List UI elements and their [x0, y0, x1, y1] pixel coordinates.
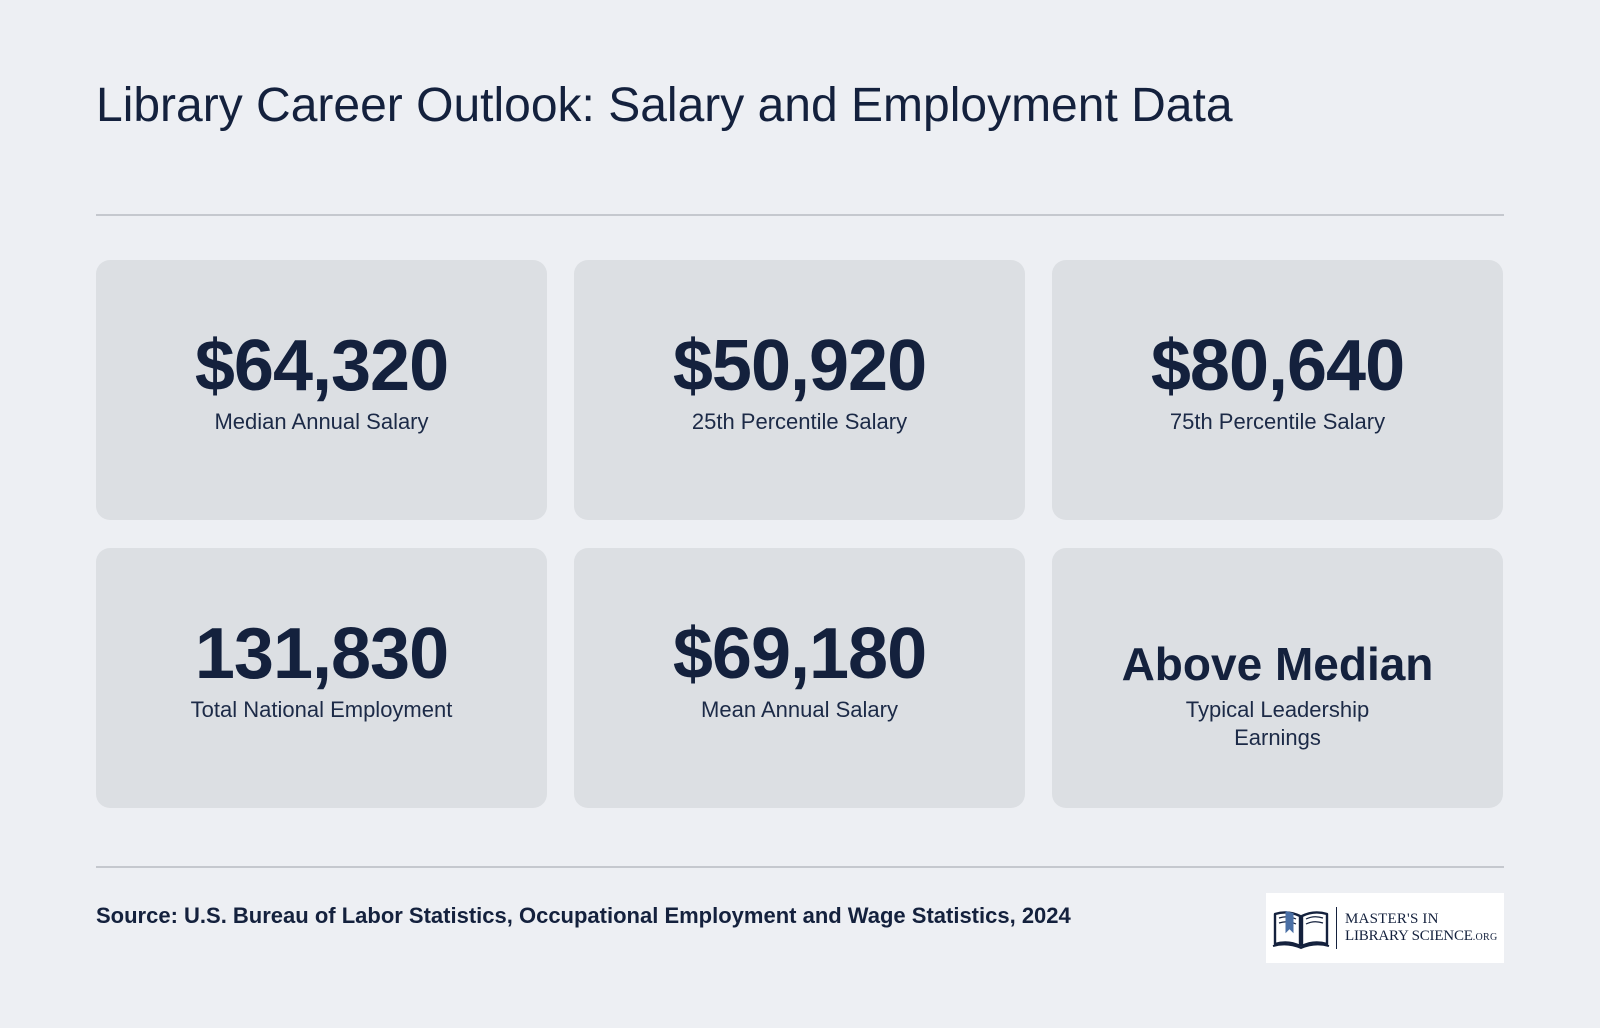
- site-logo: MASTER'S IN LIBRARY SCIENCE.ORG: [1266, 893, 1504, 963]
- stats-grid: $64,320 Median Annual Salary $50,920 25t…: [96, 260, 1504, 808]
- logo-wordmark: MASTER'S IN LIBRARY SCIENCE.ORG: [1345, 911, 1498, 946]
- stat-card-75th-percentile: $80,640 75th Percentile Salary: [1052, 260, 1503, 520]
- stat-value: $69,180: [672, 614, 927, 694]
- logo-line-2: LIBRARY SCIENCE.ORG: [1345, 928, 1498, 946]
- logo-divider: [1336, 907, 1337, 949]
- stat-value: $64,320: [194, 326, 449, 406]
- logo-org-suffix: .ORG: [1472, 931, 1498, 943]
- stat-value: 131,830: [194, 614, 449, 694]
- page-title: Library Career Outlook: Salary and Emplo…: [96, 79, 1233, 132]
- source-citation: Source: U.S. Bureau of Labor Statistics,…: [96, 903, 1071, 928]
- stat-card-median-salary: $64,320 Median Annual Salary: [96, 260, 547, 520]
- bottom-divider: [96, 866, 1504, 868]
- stat-label: Median Annual Salary: [214, 409, 429, 434]
- stat-card-leadership-earnings: Above Median Typical Leadership Earnings: [1052, 548, 1503, 808]
- stat-label: 25th Percentile Salary: [691, 409, 908, 434]
- logo-line-2-text: LIBRARY SCIENCE: [1345, 927, 1473, 944]
- stat-label: 75th Percentile Salary: [1169, 409, 1386, 434]
- stat-label: Typical Leadership Earnings: [1185, 697, 1370, 750]
- stat-label: Mean Annual Salary: [701, 697, 898, 722]
- stat-value: $50,920: [672, 326, 927, 406]
- top-divider: [96, 214, 1504, 216]
- logo-line-1: MASTER'S IN: [1345, 910, 1439, 927]
- stat-value: Above Median: [1121, 638, 1434, 690]
- stat-card-mean-salary: $69,180 Mean Annual Salary: [574, 548, 1025, 808]
- stat-value: $80,640: [1150, 326, 1405, 406]
- infographic-page: Library Career Outlook: Salary and Emplo…: [96, 0, 1504, 1028]
- stat-card-total-employment: 131,830 Total National Employment: [96, 548, 547, 808]
- stat-label: Total National Employment: [190, 697, 453, 722]
- stat-card-25th-percentile: $50,920 25th Percentile Salary: [574, 260, 1025, 520]
- open-book-icon: [1272, 911, 1330, 950]
